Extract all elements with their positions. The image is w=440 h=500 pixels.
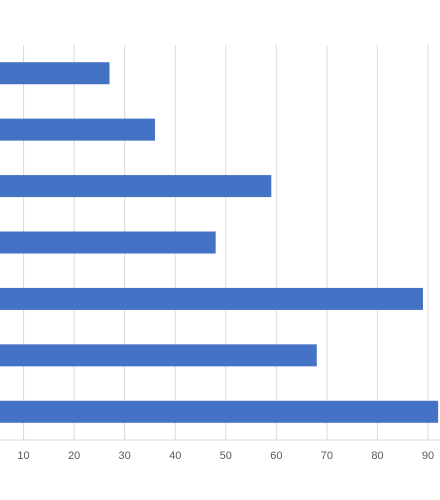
x-tick-label: 30: [119, 450, 131, 462]
x-tick-label: 70: [321, 450, 333, 462]
x-tick-label: 60: [270, 450, 282, 462]
bar: [0, 287, 423, 310]
bar: [0, 231, 216, 254]
x-tick-label: 20: [68, 450, 80, 462]
x-tick-label: 90: [422, 450, 434, 462]
bar: [0, 400, 439, 423]
x-tick-label: 10: [17, 450, 29, 462]
bar: [0, 344, 317, 367]
bar: [0, 118, 155, 141]
bar: [0, 175, 272, 198]
x-tick-label: 40: [169, 450, 181, 462]
x-tick-label: 80: [371, 450, 383, 462]
bar: [0, 62, 110, 85]
x-tick-label: 50: [220, 450, 232, 462]
